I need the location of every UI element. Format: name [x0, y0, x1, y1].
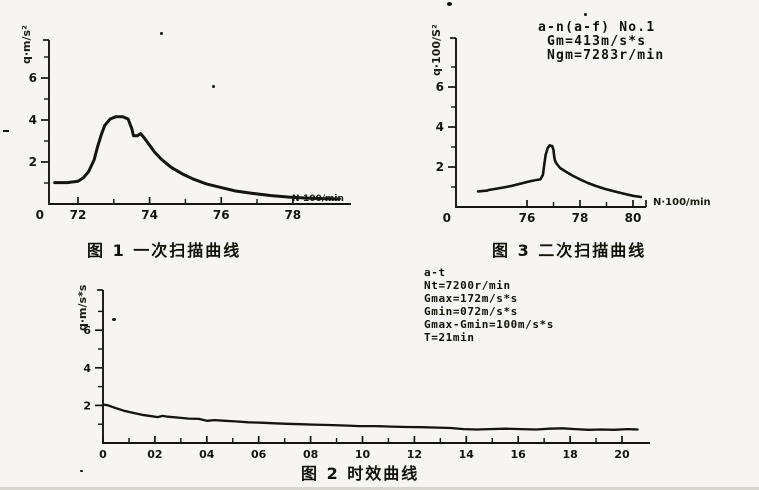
x-tick-label: 0 — [99, 448, 107, 461]
x-tick-label: 14 — [459, 448, 475, 461]
scan-speckle — [160, 32, 163, 35]
y-tick-label: 2 — [29, 155, 37, 169]
x-tick-label: 0 — [36, 208, 44, 222]
x-tick-label: 74 — [141, 208, 158, 222]
second-scan-chart: 0 76 78 80 2 4 6 q·100/S² N·100/min — [430, 24, 711, 225]
y-tick-label: 6 — [436, 80, 444, 94]
x-tick-label: 20 — [614, 448, 630, 461]
y-tick-label: 2 — [83, 399, 91, 412]
y-tick-label: 4 — [83, 362, 91, 375]
caption-figure-2: 图 2 时效曲线 — [301, 464, 420, 483]
x-tick-label: 02 — [147, 448, 162, 461]
aging-chart: 0 02 04 06 08 10 12 14 16 18 20 2 4 6q·m/s*s — [76, 284, 650, 461]
y-tick-label: 2 — [436, 160, 444, 174]
axis-lines — [102, 290, 650, 444]
caption-figure-1: 图 1 一次扫描曲线 — [87, 241, 242, 260]
x-tick-label: 12 — [407, 448, 422, 461]
second-scan-curve-line — [476, 144, 643, 199]
x-tick-label: 80 — [625, 211, 642, 225]
y-axis-label: q·100/S² — [430, 24, 443, 76]
scan-speckle — [447, 2, 452, 6]
x-tick-label: 72 — [70, 208, 87, 222]
y-tick-label: 6 — [29, 71, 37, 85]
x-tick-label: 78 — [284, 208, 301, 222]
y-axis-label: q·m/s*s — [76, 284, 89, 331]
y-tick-label: 4 — [436, 120, 444, 134]
y-tick-label: 4 — [29, 113, 37, 127]
y-tick-label: 6 — [83, 324, 91, 337]
y-axis-label: q·m/s² — [20, 25, 33, 64]
x-tick-label: 76 — [519, 211, 536, 225]
x-tick-label: 06 — [251, 448, 267, 461]
first-scan-curve-line — [53, 115, 341, 201]
aging-curve-line — [101, 403, 639, 431]
axis-lines — [455, 38, 646, 208]
scan-speckle — [112, 318, 116, 321]
x-tick-label: 18 — [562, 448, 577, 461]
x-tick-label: 78 — [572, 211, 589, 225]
scan-speckle — [584, 13, 587, 16]
aging-annotation: a-t Nt=7200r/min Gmax=172m/s*s Gmin=072m… — [424, 266, 555, 344]
x-tick-label: 04 — [199, 448, 215, 461]
scan-speckle — [80, 470, 83, 472]
scan-speckle — [3, 130, 9, 132]
x-tick-label: 0 — [443, 211, 451, 225]
scan-speckle — [212, 85, 215, 88]
x-tick-label: 10 — [355, 448, 371, 461]
axis-lines — [48, 40, 351, 205]
x-tick-label: 16 — [511, 448, 527, 461]
x-axis-label: N·100/min — [653, 197, 711, 208]
x-tick-label: 76 — [213, 208, 230, 222]
second-scan-annotation: a-n(a-f) No.1 Gm=413m/s*s Ngm=7283r/min — [538, 20, 665, 63]
caption-figure-3: 图 3 二次扫描曲线 — [492, 241, 647, 260]
x-tick-label: 08 — [303, 448, 318, 461]
